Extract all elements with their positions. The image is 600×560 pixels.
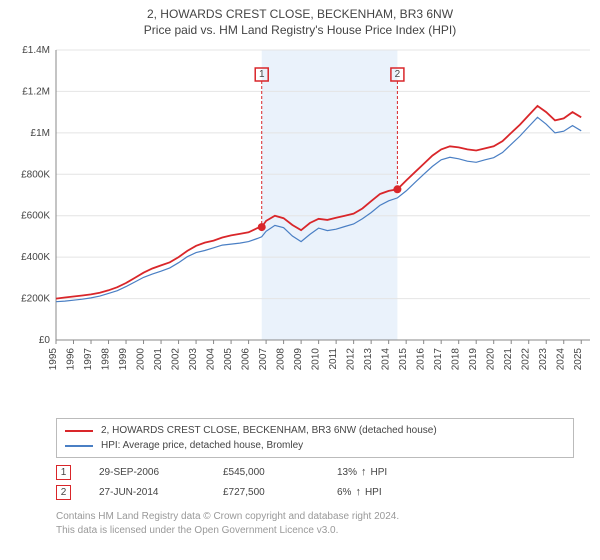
footer-line-1: Contains HM Land Registry data © Crown c… <box>56 510 556 524</box>
txn-marker-num: 2 <box>61 487 67 498</box>
svg-text:1995: 1995 <box>48 348 59 371</box>
svg-text:1998: 1998 <box>101 348 112 371</box>
txn-delta-pct: 6% <box>337 487 351 498</box>
txn-delta: 6% ↑ HPI <box>337 486 447 498</box>
txn-delta: 13% ↑ HPI <box>337 466 447 478</box>
txn-marker-icon: 1 <box>56 465 71 480</box>
svg-text:2004: 2004 <box>206 348 217 371</box>
title-block: 2, HOWARDS CREST CLOSE, BECKENHAM, BR3 6… <box>0 0 600 38</box>
txn-delta-label: HPI <box>371 467 388 478</box>
svg-text:2005: 2005 <box>223 348 234 371</box>
txn-price: £545,000 <box>223 467 333 478</box>
svg-text:2009: 2009 <box>293 348 304 371</box>
legend-swatch-property <box>65 430 93 432</box>
svg-text:2000: 2000 <box>136 348 147 371</box>
svg-text:£800K: £800K <box>21 169 50 180</box>
legend-label-hpi: HPI: Average price, detached house, Brom… <box>101 438 303 453</box>
footer: Contains HM Land Registry data © Crown c… <box>56 510 556 537</box>
svg-text:2017: 2017 <box>433 348 444 371</box>
svg-text:£600K: £600K <box>21 211 50 222</box>
svg-text:1999: 1999 <box>118 348 129 371</box>
svg-text:2012: 2012 <box>346 348 357 371</box>
svg-text:2006: 2006 <box>241 348 252 371</box>
svg-text:1997: 1997 <box>83 348 94 371</box>
svg-text:1996: 1996 <box>66 348 77 371</box>
svg-text:2014: 2014 <box>381 348 392 371</box>
svg-text:2016: 2016 <box>416 348 427 371</box>
arrow-up-icon: ↑ <box>355 486 361 498</box>
svg-text:2003: 2003 <box>188 348 199 371</box>
svg-text:2: 2 <box>395 69 401 80</box>
svg-text:£0: £0 <box>39 335 51 346</box>
legend-swatch-hpi <box>65 445 93 447</box>
svg-text:2002: 2002 <box>171 348 182 371</box>
svg-text:£200K: £200K <box>21 294 50 305</box>
txn-delta-pct: 13% <box>337 467 357 478</box>
txn-delta-label: HPI <box>365 487 382 498</box>
svg-text:2023: 2023 <box>538 348 549 371</box>
chart: £0 £200K £400K £600K £800K £1M £1.2M £1.4M 1995 1… <box>0 40 600 410</box>
svg-text:2021: 2021 <box>503 348 514 371</box>
svg-text:£400K: £400K <box>21 252 50 263</box>
svg-text:2020: 2020 <box>486 348 497 371</box>
transactions-table: 1 29-SEP-2006 £545,000 13% ↑ HPI 2 27-JU… <box>56 462 556 502</box>
svg-text:2013: 2013 <box>363 348 374 371</box>
title-address: 2, HOWARDS CREST CLOSE, BECKENHAM, BR3 6… <box>0 6 600 22</box>
arrow-up-icon: ↑ <box>361 466 367 478</box>
svg-text:£1M: £1M <box>31 128 50 139</box>
title-subtitle: Price paid vs. HM Land Registry's House … <box>0 22 600 38</box>
svg-text:£1.4M: £1.4M <box>22 45 50 56</box>
table-row: 2 27-JUN-2014 £727,500 6% ↑ HPI <box>56 482 556 502</box>
svg-text:2022: 2022 <box>521 348 532 371</box>
svg-text:2001: 2001 <box>153 348 164 371</box>
svg-text:2019: 2019 <box>468 348 479 371</box>
txn-date: 27-JUN-2014 <box>75 487 219 498</box>
legend-label-property: 2, HOWARDS CREST CLOSE, BECKENHAM, BR3 6… <box>101 423 437 438</box>
txn-marker-num: 1 <box>61 467 67 478</box>
svg-text:2018: 2018 <box>451 348 462 371</box>
legend: 2, HOWARDS CREST CLOSE, BECKENHAM, BR3 6… <box>56 418 574 458</box>
legend-item-property: 2, HOWARDS CREST CLOSE, BECKENHAM, BR3 6… <box>65 423 565 438</box>
chart-svg: £0 £200K £400K £600K £800K £1M £1.2M £1.4M 1995 1… <box>0 40 600 410</box>
footer-line-2: This data is licensed under the Open Gov… <box>56 524 556 538</box>
svg-text:2025: 2025 <box>573 348 584 371</box>
txn-price: £727,500 <box>223 487 333 498</box>
figure-container: 2, HOWARDS CREST CLOSE, BECKENHAM, BR3 6… <box>0 0 600 560</box>
svg-text:1: 1 <box>259 69 265 80</box>
txn-date: 29-SEP-2006 <box>75 467 219 478</box>
svg-text:2011: 2011 <box>328 348 339 370</box>
svg-text:2010: 2010 <box>311 348 322 371</box>
svg-text:£1.2M: £1.2M <box>22 86 50 97</box>
svg-text:2024: 2024 <box>556 348 567 371</box>
table-row: 1 29-SEP-2006 £545,000 13% ↑ HPI <box>56 462 556 482</box>
legend-item-hpi: HPI: Average price, detached house, Brom… <box>65 438 565 453</box>
txn-marker-icon: 2 <box>56 485 71 500</box>
svg-text:2007: 2007 <box>258 348 269 371</box>
svg-text:2008: 2008 <box>276 348 287 371</box>
svg-text:2015: 2015 <box>398 348 409 371</box>
